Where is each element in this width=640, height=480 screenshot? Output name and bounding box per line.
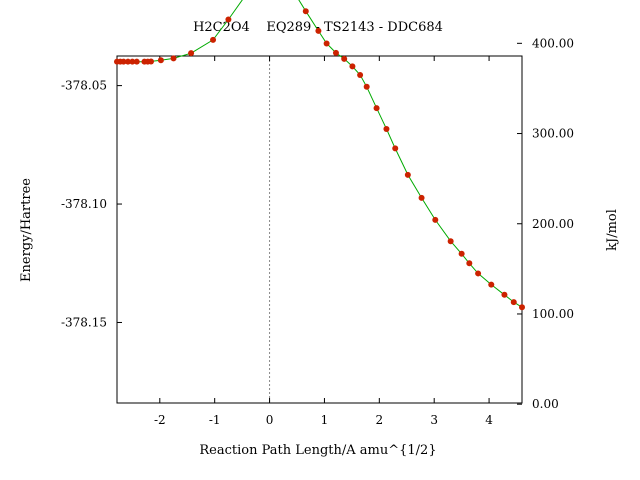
x-tick-label: -2 — [154, 413, 166, 427]
y-axis-label: Energy/Hartree — [19, 178, 34, 282]
data-point — [120, 58, 127, 65]
data-point — [363, 83, 370, 90]
data-point — [302, 8, 309, 15]
data-point — [210, 36, 217, 43]
data-point — [341, 55, 348, 62]
data-point — [501, 291, 508, 298]
y-right-tick-label: 400.00 — [532, 36, 574, 50]
x-tick-label: 2 — [375, 413, 383, 427]
data-point — [349, 63, 356, 70]
energy-curve-line — [117, 0, 523, 308]
data-point — [357, 71, 364, 78]
data-point — [432, 216, 439, 223]
chart-title: H2C2O4 EQ289 - TS2143 - DDC684 — [193, 20, 443, 35]
data-point — [383, 125, 390, 132]
y-right-tick-label: 0.00 — [532, 397, 559, 411]
data-point — [225, 16, 232, 23]
data-point — [170, 55, 177, 62]
x-tick-label: -1 — [209, 413, 221, 427]
data-point — [466, 260, 473, 267]
data-point — [510, 299, 517, 306]
data-point — [124, 58, 131, 65]
data-point — [418, 194, 425, 201]
x-tick-label: 0 — [266, 413, 274, 427]
data-point — [157, 57, 164, 64]
data-point — [332, 49, 339, 56]
data-point — [458, 250, 465, 257]
data-point — [447, 238, 454, 245]
y-right-tick-label: 100.00 — [532, 307, 574, 321]
x-axis-label: Reaction Path Length/A amu^{1/2} — [199, 443, 436, 458]
energy-points — [114, 8, 525, 311]
y-right-axis-label: kJ/mol — [605, 209, 620, 251]
data-point — [148, 58, 155, 65]
data-point — [323, 40, 330, 47]
data-point — [373, 105, 380, 112]
y-tick-label: -378.15 — [61, 315, 107, 329]
data-point — [488, 281, 495, 288]
data-point — [404, 171, 411, 178]
x-axis-ticks: -2 -1 0 1 2 3 4 — [154, 56, 493, 427]
y-right-tick-label: 200.00 — [532, 217, 574, 231]
data-point — [519, 304, 525, 311]
x-tick-label: 3 — [430, 413, 438, 427]
data-point — [129, 58, 136, 65]
data-point — [392, 145, 399, 152]
data-point — [475, 270, 482, 277]
data-point — [315, 27, 322, 34]
data-point — [188, 50, 195, 57]
y-tick-label: -378.10 — [61, 197, 107, 211]
y-right-tick-label: 300.00 — [532, 127, 574, 141]
plot-frame — [116, 55, 523, 404]
x-tick-label: 4 — [485, 413, 493, 427]
y-tick-label: -378.05 — [61, 79, 107, 93]
y-axis-ticks: -378.00-378.05-378.10-378.15 — [61, 79, 122, 329]
data-point — [133, 58, 140, 65]
x-tick-label: 1 — [321, 413, 329, 427]
